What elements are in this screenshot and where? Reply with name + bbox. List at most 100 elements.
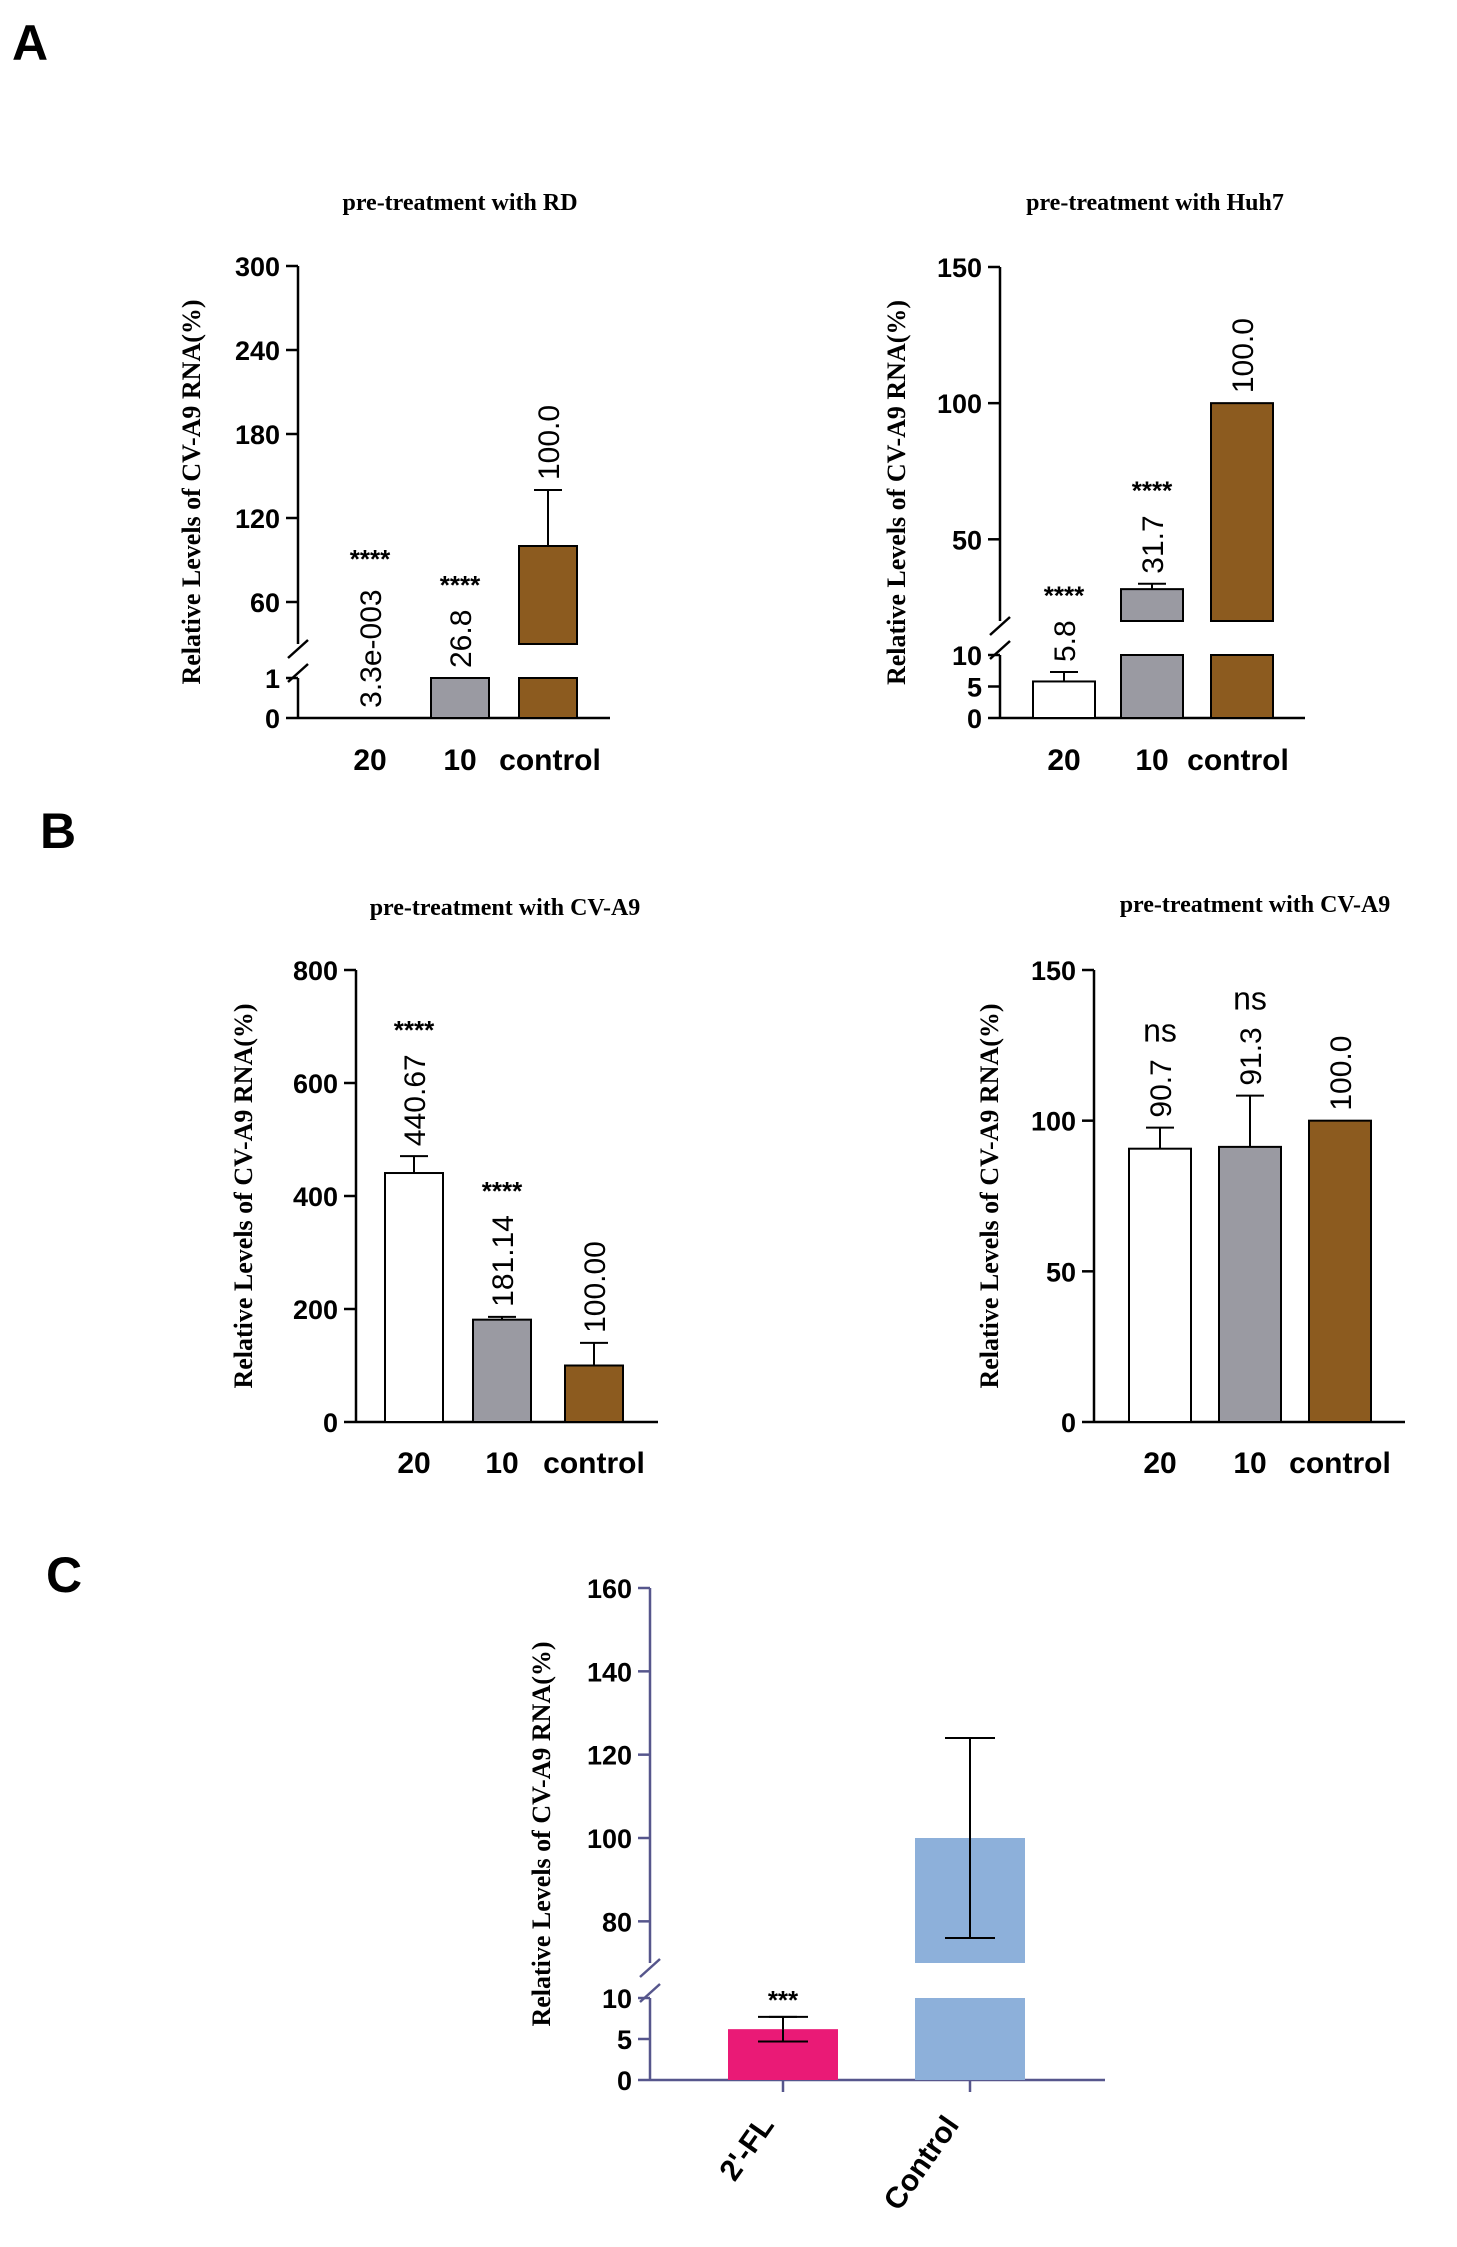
x-category-label: 2'-FL bbox=[713, 2110, 780, 2187]
x-category-label: 10 bbox=[485, 1447, 518, 1480]
chart-a1: pre-treatment with RD Relative Levels of … bbox=[177, 190, 610, 777]
x-category-label: 20 bbox=[1143, 1447, 1176, 1480]
chart-title: pre-treatment with CV-A9 bbox=[1120, 892, 1391, 918]
bar bbox=[472, 1318, 532, 1423]
chart-c: Relative Levels of CV-A9 RNA(%) 0 5 10 80 100… bbox=[527, 1574, 1105, 2216]
x-category-label: 20 bbox=[397, 1447, 430, 1480]
x-category-label: 10 bbox=[1135, 744, 1168, 777]
value-label: 440.67 bbox=[399, 1054, 432, 1146]
bar bbox=[518, 545, 578, 645]
y-axis-label: Relative Levels of CV-A9 RNA(%) bbox=[882, 300, 911, 685]
x-category-label: control bbox=[499, 744, 601, 777]
y-tick-label: 100 bbox=[937, 389, 982, 419]
value-label: 90.7 bbox=[1145, 1059, 1178, 1117]
chart-b2: pre-treatment with CV-A9 Relative Levels … bbox=[975, 892, 1405, 1480]
y-tick-label: 0 bbox=[323, 1408, 338, 1438]
axis-break-mark bbox=[639, 1958, 661, 1978]
x-category-label: control bbox=[543, 1447, 645, 1480]
y-tick-label: 160 bbox=[587, 1574, 632, 1604]
y-tick-label: 600 bbox=[293, 1069, 338, 1099]
axis-break-mark bbox=[989, 616, 1011, 636]
y-tick-label: 10 bbox=[602, 1984, 632, 2014]
bar bbox=[430, 677, 490, 719]
y-tick-label: 100 bbox=[587, 1824, 632, 1854]
significance-label: **** bbox=[1132, 476, 1173, 506]
y-axis-label: Relative Levels of CV-A9 RNA(%) bbox=[975, 1003, 1004, 1388]
value-label: 3.3e-003 bbox=[355, 589, 388, 707]
bar bbox=[384, 1172, 444, 1424]
y-tick-label: 5 bbox=[617, 2025, 632, 2055]
bar bbox=[1120, 588, 1184, 623]
y-tick-label: 10 bbox=[952, 641, 982, 671]
significance-label: **** bbox=[350, 544, 391, 574]
bar bbox=[564, 1364, 624, 1423]
x-category-label: 20 bbox=[1047, 744, 1080, 777]
bar bbox=[1308, 1119, 1372, 1423]
y-tick-label: 0 bbox=[265, 704, 280, 734]
y-tick-label: 50 bbox=[952, 525, 982, 555]
y-axis-label: Relative Levels of CV-A9 RNA(%) bbox=[527, 1641, 556, 2026]
y-tick-label: 800 bbox=[293, 956, 338, 986]
bar bbox=[1210, 654, 1274, 719]
value-label: 91.3 bbox=[1235, 1027, 1268, 1085]
bar bbox=[1120, 654, 1184, 719]
x-category-label: Control bbox=[878, 2110, 966, 2216]
significance-label: *** bbox=[768, 1985, 799, 2015]
value-label: 26.8 bbox=[445, 610, 478, 668]
value-label: 181.14 bbox=[487, 1215, 520, 1307]
x-category-label: 10 bbox=[1233, 1447, 1266, 1480]
bar bbox=[915, 1998, 1025, 2080]
bar bbox=[1210, 402, 1274, 622]
y-tick-label: 0 bbox=[617, 2066, 632, 2096]
axis-break-mark bbox=[287, 639, 309, 659]
value-label: 31.7 bbox=[1137, 515, 1170, 573]
significance-label: **** bbox=[440, 570, 481, 600]
significance-label: ns bbox=[1233, 981, 1267, 1017]
panel-label-a: A bbox=[12, 15, 48, 71]
y-tick-label: 120 bbox=[235, 504, 280, 534]
y-tick-label: 150 bbox=[937, 253, 982, 283]
y-tick-label: 50 bbox=[1046, 1257, 1076, 1287]
y-tick-label: 120 bbox=[587, 1741, 632, 1771]
significance-label: ns bbox=[1143, 1013, 1177, 1049]
y-tick-label: 1 bbox=[265, 664, 280, 694]
chart-title: pre-treatment with RD bbox=[342, 190, 577, 216]
value-label: 100.00 bbox=[579, 1241, 612, 1333]
y-tick-label: 140 bbox=[587, 1657, 632, 1687]
y-tick-label: 200 bbox=[293, 1295, 338, 1325]
x-category-label: 20 bbox=[353, 744, 386, 777]
x-category-label: control bbox=[1289, 1447, 1391, 1480]
bar bbox=[1128, 1147, 1192, 1423]
value-label: 100.0 bbox=[1227, 318, 1260, 393]
value-label: 5.8 bbox=[1049, 620, 1082, 662]
y-tick-label: 5 bbox=[967, 673, 982, 703]
y-tick-label: 150 bbox=[1031, 956, 1076, 986]
significance-label: **** bbox=[1044, 581, 1085, 611]
y-tick-label: 0 bbox=[1061, 1408, 1076, 1438]
bar bbox=[1218, 1145, 1282, 1424]
panel-label-c: C bbox=[46, 1547, 82, 1603]
y-axis-label: Relative Levels of CV-A9 RNA(%) bbox=[177, 299, 206, 684]
significance-label: **** bbox=[394, 1015, 435, 1045]
y-tick-label: 80 bbox=[602, 1907, 632, 1937]
panel-label-b: B bbox=[40, 803, 76, 859]
chart-a2: pre-treatment with Huh7 Relative Levels o… bbox=[882, 190, 1305, 777]
value-label: 100.0 bbox=[533, 405, 566, 480]
y-tick-label: 300 bbox=[235, 252, 280, 282]
chart-b1: pre-treatment with CV-A9 Relative Levels … bbox=[229, 895, 658, 1480]
x-category-label: 10 bbox=[443, 744, 476, 777]
chart-title: pre-treatment with Huh7 bbox=[1026, 190, 1284, 216]
y-tick-label: 0 bbox=[967, 704, 982, 734]
y-tick-label: 100 bbox=[1031, 1107, 1076, 1137]
x-category-label: control bbox=[1187, 744, 1289, 777]
y-tick-label: 400 bbox=[293, 1182, 338, 1212]
y-axis-label: Relative Levels of CV-A9 RNA(%) bbox=[229, 1003, 258, 1388]
bar bbox=[518, 677, 578, 719]
y-tick-label: 60 bbox=[250, 588, 280, 618]
chart-title: pre-treatment with CV-A9 bbox=[370, 895, 641, 921]
bar bbox=[1032, 680, 1096, 720]
y-tick-label: 240 bbox=[235, 336, 280, 366]
y-tick-label: 180 bbox=[235, 420, 280, 450]
value-label: 100.0 bbox=[1325, 1036, 1358, 1111]
